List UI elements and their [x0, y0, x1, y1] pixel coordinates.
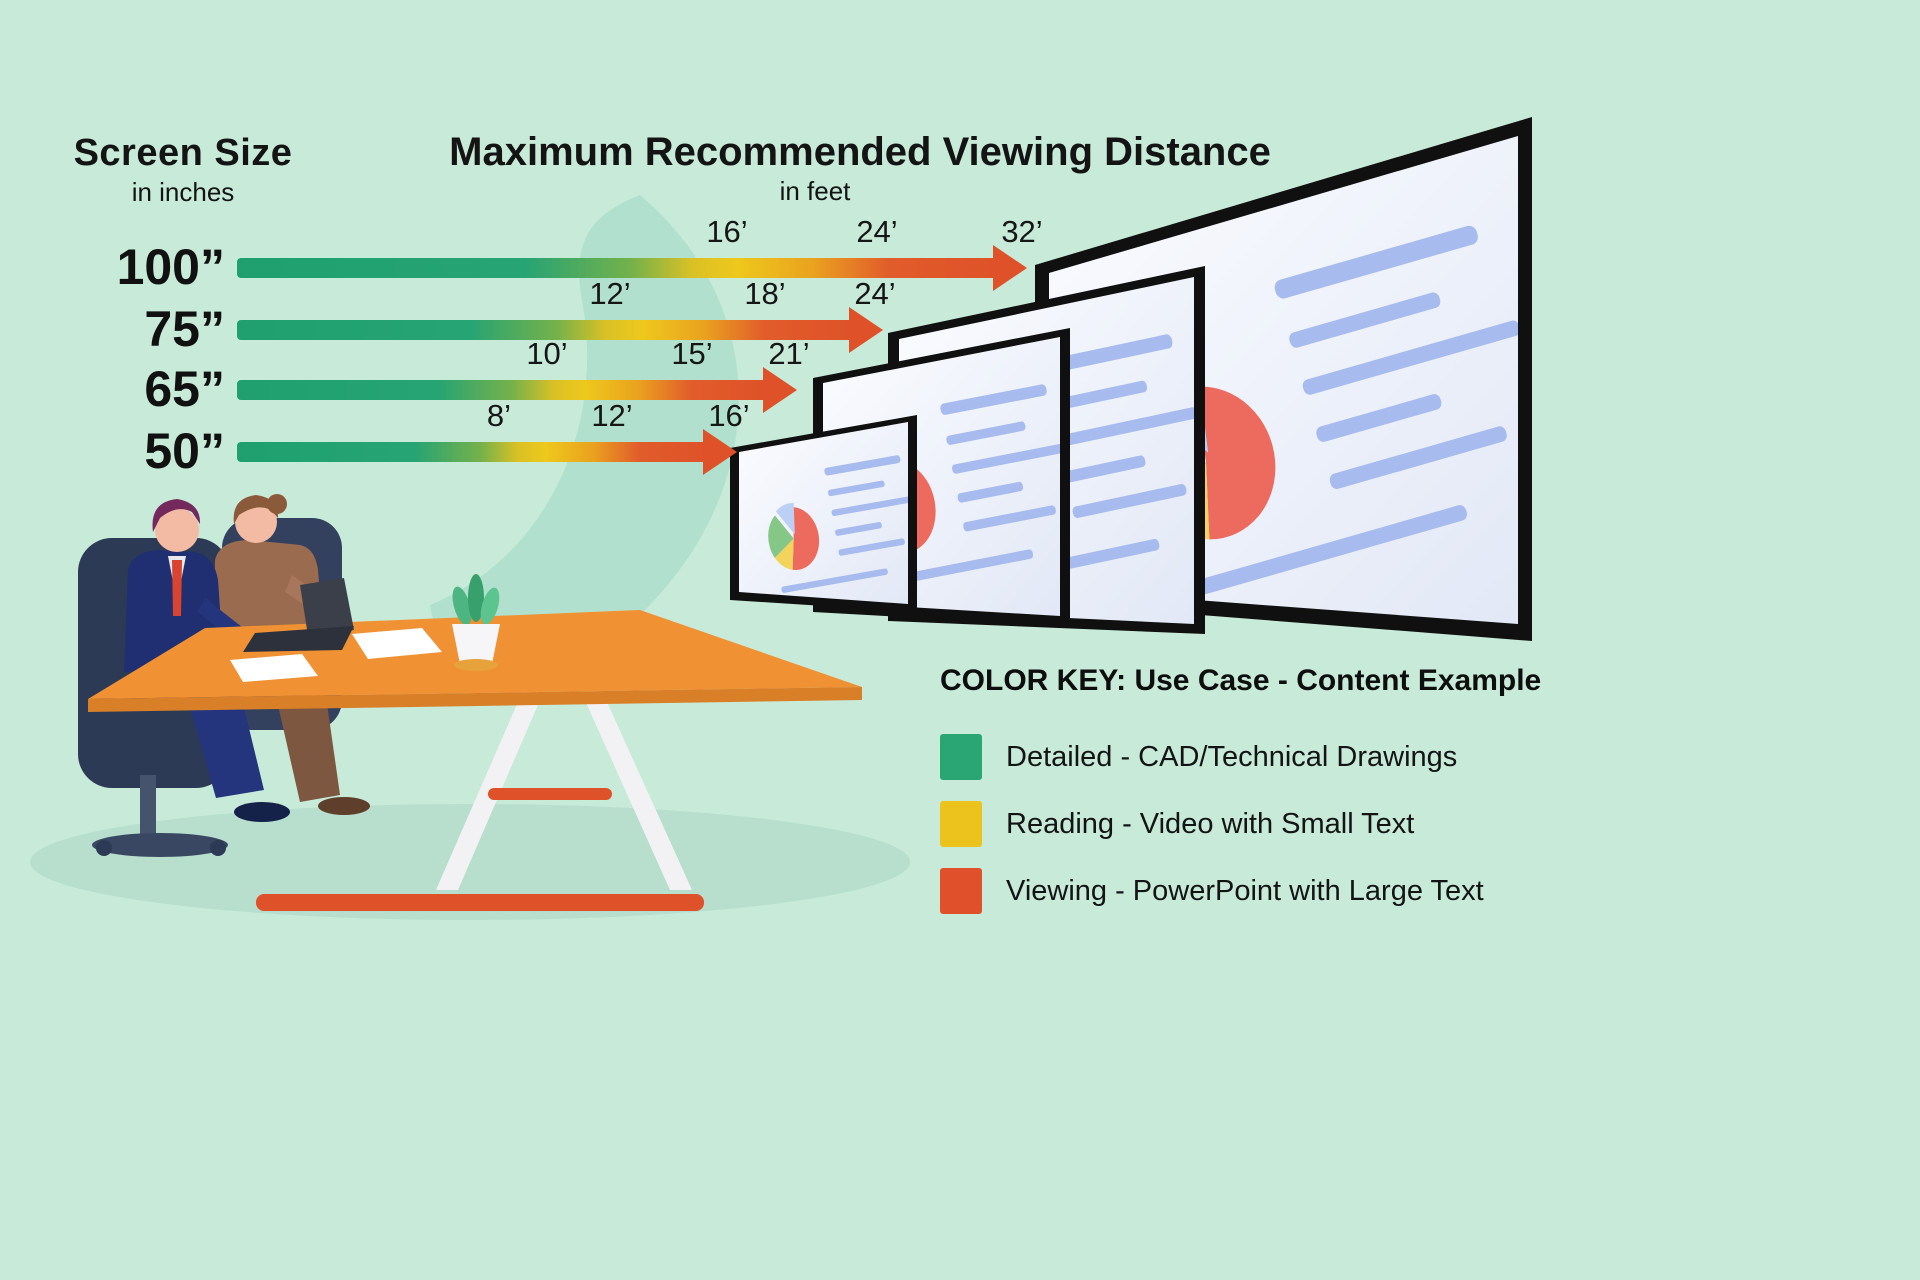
- arrow-gradient-bar: [237, 380, 765, 400]
- size-label-100: 100”: [116, 239, 225, 295]
- row-65in: 65” 10’ 15’ 21’: [0, 336, 1100, 417]
- main-title: Maximum Recommended Viewing Distance: [449, 130, 1271, 174]
- legend-item-viewing: Viewing - PowerPoint with Large Text: [940, 868, 1541, 914]
- screen-size-header: Screen Size in inches: [58, 132, 308, 208]
- screen-size-unit: in inches: [131, 177, 235, 207]
- distance-mark: 32’: [1001, 214, 1043, 249]
- legend-item-detailed: Detailed - CAD/Technical Drawings: [940, 734, 1541, 780]
- detailed-color-swatch: [940, 734, 982, 780]
- size-label-50: 50”: [144, 423, 225, 479]
- distance-mark: 16’: [706, 214, 748, 249]
- arrowhead-icon: [763, 367, 797, 413]
- distance-mark: 21’: [768, 336, 810, 371]
- arrowhead-icon: [849, 307, 883, 353]
- arrowhead-icon: [703, 429, 737, 475]
- paper-sheet-2: [230, 654, 318, 682]
- legend-item-reading: Reading - Video with Small Text: [940, 801, 1541, 847]
- legend-label-detailed: Detailed - CAD/Technical Drawings: [1006, 740, 1458, 773]
- distance-mark: 10’: [526, 336, 568, 371]
- screen-50in: [730, 415, 917, 612]
- swoosh-watermark: [430, 195, 739, 681]
- distance-mark: 24’: [856, 214, 898, 249]
- color-key: COLOR KEY: Use Case - Content Example De…: [940, 664, 1541, 914]
- distance-mark: 18’: [744, 276, 786, 311]
- potted-plant: [452, 574, 500, 671]
- viewing-color-swatch: [940, 868, 982, 914]
- arrowhead-icon: [993, 245, 1027, 291]
- row-100in: 100” 16’ 24’ 32’: [0, 214, 1100, 295]
- size-label-65: 65”: [144, 361, 225, 417]
- color-key-title: COLOR KEY: Use Case - Content Example: [940, 664, 1542, 697]
- arrow-gradient-bar: [237, 320, 851, 340]
- row-50in: 50” 8’ 12’ 16’: [0, 398, 1100, 479]
- distance-mark: 16’: [708, 398, 750, 433]
- screen-size-title: Screen Size: [73, 132, 293, 174]
- distance-mark: 15’: [671, 336, 713, 371]
- distance-mark: 12’: [589, 276, 631, 311]
- main-title-unit: in feet: [779, 176, 851, 206]
- paper-sheet: [352, 628, 442, 659]
- arrow-gradient-bar: [237, 442, 705, 462]
- reading-color-swatch: [940, 801, 982, 847]
- distance-mark: 12’: [591, 398, 633, 433]
- legend-label-viewing: Viewing - PowerPoint with Large Text: [1006, 874, 1484, 907]
- legend-label-reading: Reading - Video with Small Text: [1006, 807, 1415, 840]
- distance-mark: 24’: [854, 276, 896, 311]
- row-75in: 75” 12’ 18’ 24’: [0, 276, 1100, 357]
- size-label-75: 75”: [144, 301, 225, 357]
- arrow-gradient-bar: [237, 258, 995, 278]
- distance-mark: 8’: [486, 398, 512, 433]
- laptop: [243, 578, 354, 652]
